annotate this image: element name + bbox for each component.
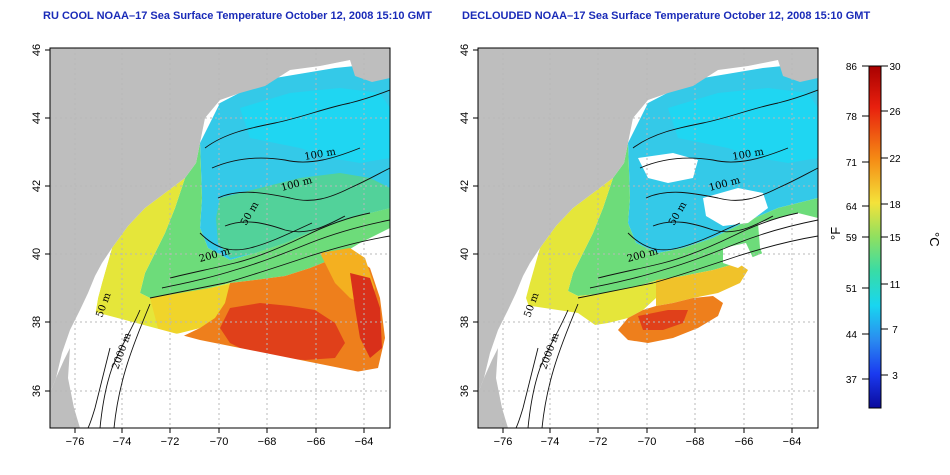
- lon-tick-label: −66: [307, 436, 326, 448]
- lon-tick-label: −74: [541, 436, 560, 448]
- colorbar-celsius-label: 26: [889, 107, 901, 118]
- left-map-panel: 100 m 100 m 50 m 200 m 50 m 2000 m: [49, 47, 391, 429]
- lon-tick-label: −72: [161, 436, 180, 448]
- lat-tick-label: 40: [459, 248, 471, 260]
- right-map-panel: 100 m 100 m 50 m 200 m 50 m 2000 m: [477, 47, 819, 429]
- lat-tick-label: 44: [31, 112, 43, 124]
- lon-tick-label: −70: [638, 436, 657, 448]
- colorbar-celsius-label: 3: [892, 371, 898, 382]
- lon-tick-label: −66: [735, 436, 754, 448]
- lat-tick-label: 42: [459, 180, 471, 192]
- lat-tick-label: 38: [31, 316, 43, 328]
- lon-tick-label: −74: [113, 436, 132, 448]
- colorbar-celsius-label: 18: [889, 200, 901, 211]
- colorbar-celsius-label: 11: [890, 280, 901, 291]
- lon-tick-label: −68: [258, 436, 277, 448]
- right-panel-title: DECLOUDED NOAA–17 Sea Surface Temperatur…: [462, 10, 871, 22]
- lat-tick-label: 46: [31, 44, 43, 56]
- colorbar-fahrenheit-label: 44: [846, 330, 858, 341]
- lat-tick-label: 46: [459, 44, 471, 56]
- colorbar-fahrenheit-label: 64: [846, 202, 858, 213]
- colorbar-unit-celsius: °C: [927, 232, 942, 247]
- colorbar-gradient: [868, 65, 882, 409]
- colorbar-fahrenheit-label: 78: [846, 112, 858, 123]
- lat-tick-label: 36: [31, 385, 43, 397]
- colorbar-fahrenheit-label: 51: [846, 284, 858, 295]
- colorbar-fahrenheit-label: 37: [846, 375, 858, 386]
- colorbar-celsius-label: 22: [889, 154, 901, 165]
- lon-tick-label: −76: [494, 436, 513, 448]
- colorbar-celsius-label: 7: [892, 325, 898, 336]
- lat-tick-label: 42: [31, 180, 43, 192]
- colorbar-ticks: 86 78 71 64 59 51 44 37 30 26 22 18 15 11 7 3: [846, 62, 901, 386]
- colorbar-fahrenheit-label: 71: [846, 158, 858, 169]
- lat-tick-label: 40: [31, 248, 43, 260]
- colorbar: 86 78 71 64 59 51 44 37 30 26 22 18 15 11 7 3 °F °C: [828, 62, 942, 409]
- lat-tick-label: 36: [459, 385, 471, 397]
- colorbar-fahrenheit-label: 59: [846, 233, 858, 244]
- lon-tick-label: −76: [66, 436, 85, 448]
- lat-tick-label: 44: [459, 112, 471, 124]
- colorbar-celsius-label: 15: [889, 233, 901, 244]
- colorbar-fahrenheit-label: 86: [846, 62, 858, 73]
- lon-tick-label: −64: [783, 436, 802, 448]
- lat-tick-label: 38: [459, 316, 471, 328]
- axes-layer: −76 −74 −72 −70 −68 −66 −64 36 38 40 42 44 46 −76 −74 −…: [31, 44, 801, 448]
- colorbar-unit-fahrenheit: °F: [828, 227, 843, 240]
- lon-tick-label: −70: [210, 436, 229, 448]
- lon-tick-label: −72: [589, 436, 608, 448]
- colorbar-celsius-label: 30: [889, 62, 901, 73]
- lon-tick-label: −64: [355, 436, 374, 448]
- lon-tick-label: −68: [686, 436, 705, 448]
- left-panel-title: RU COOL NOAA–17 Sea Surface Temperature …: [43, 10, 433, 22]
